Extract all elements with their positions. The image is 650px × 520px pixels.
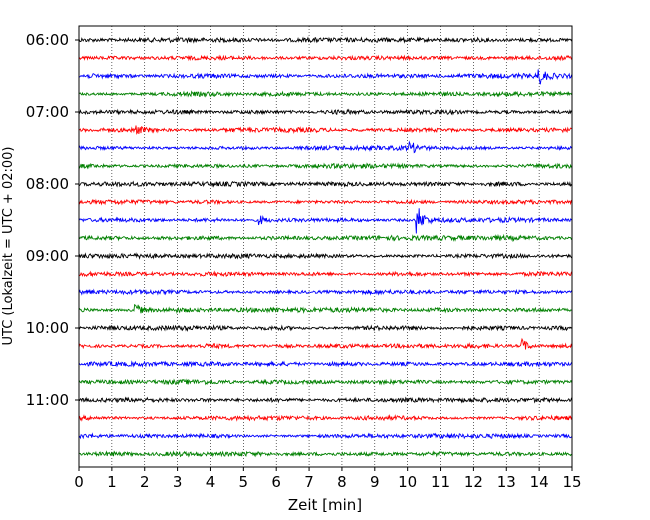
x-tick-label: 1 — [107, 473, 117, 491]
x-tick-label: 6 — [271, 473, 281, 491]
x-tick-label: 13 — [497, 473, 516, 491]
trace-row — [78, 360, 573, 368]
trace-row — [78, 324, 573, 332]
trace-row — [78, 396, 573, 404]
trace-row — [78, 108, 573, 116]
x-axis-ticks: 0 1 2 3 4 5 6 7 8 9 10 11 12 13 14 15 — [74, 467, 582, 491]
y-tick-label: 08:00 — [26, 175, 69, 193]
x-tick-label: 0 — [74, 473, 84, 491]
x-tick-label: 14 — [530, 473, 549, 491]
trace-row — [78, 69, 573, 85]
trace-row — [78, 208, 573, 234]
trace-row — [78, 54, 573, 62]
trace-row — [78, 450, 573, 458]
x-tick-label: 2 — [140, 473, 150, 491]
trace-row — [78, 233, 573, 243]
trace-row — [78, 288, 573, 296]
x-tick-label: 4 — [206, 473, 216, 491]
trace-row — [78, 180, 573, 188]
y-tick-label: 11:00 — [26, 391, 69, 409]
traces — [78, 36, 573, 458]
trace-row — [78, 90, 573, 98]
x-tick-label: 8 — [337, 473, 347, 491]
y-axis-ticks: 06:00 07:00 08:00 09:00 10:00 11:00 — [26, 31, 79, 409]
trace-row — [78, 414, 573, 422]
trace-row — [78, 270, 573, 278]
x-tick-label: 3 — [173, 473, 183, 491]
x-tick-label: 15 — [562, 473, 581, 491]
trace-row — [78, 162, 573, 170]
x-tick-label: 9 — [370, 473, 380, 491]
trace-row — [78, 198, 573, 206]
x-axis-label: Zeit [min] — [288, 496, 362, 514]
trace-row — [78, 140, 573, 154]
y-axis-label: UTC (Lokalzeit = UTC + 02:00) — [1, 147, 16, 346]
x-tick-label: 7 — [304, 473, 314, 491]
x-tick-label: 10 — [398, 473, 417, 491]
plot-frame — [78, 25, 573, 468]
trace-row — [78, 252, 573, 260]
x-tick-label: 5 — [239, 473, 249, 491]
trace-row — [78, 303, 573, 315]
trace-row — [78, 337, 573, 350]
y-tick-label: 06:00 — [26, 31, 69, 49]
y-tick-label: 10:00 — [26, 319, 69, 337]
x-tick-label: 12 — [464, 473, 483, 491]
trace-row — [78, 432, 573, 440]
trace-row — [78, 125, 573, 135]
grid-lines — [111, 26, 540, 467]
trace-row — [78, 378, 573, 386]
y-tick-label: 07:00 — [26, 103, 69, 121]
trace-row — [78, 36, 573, 44]
y-tick-label: 09:00 — [26, 247, 69, 265]
x-tick-label: 11 — [431, 473, 450, 491]
